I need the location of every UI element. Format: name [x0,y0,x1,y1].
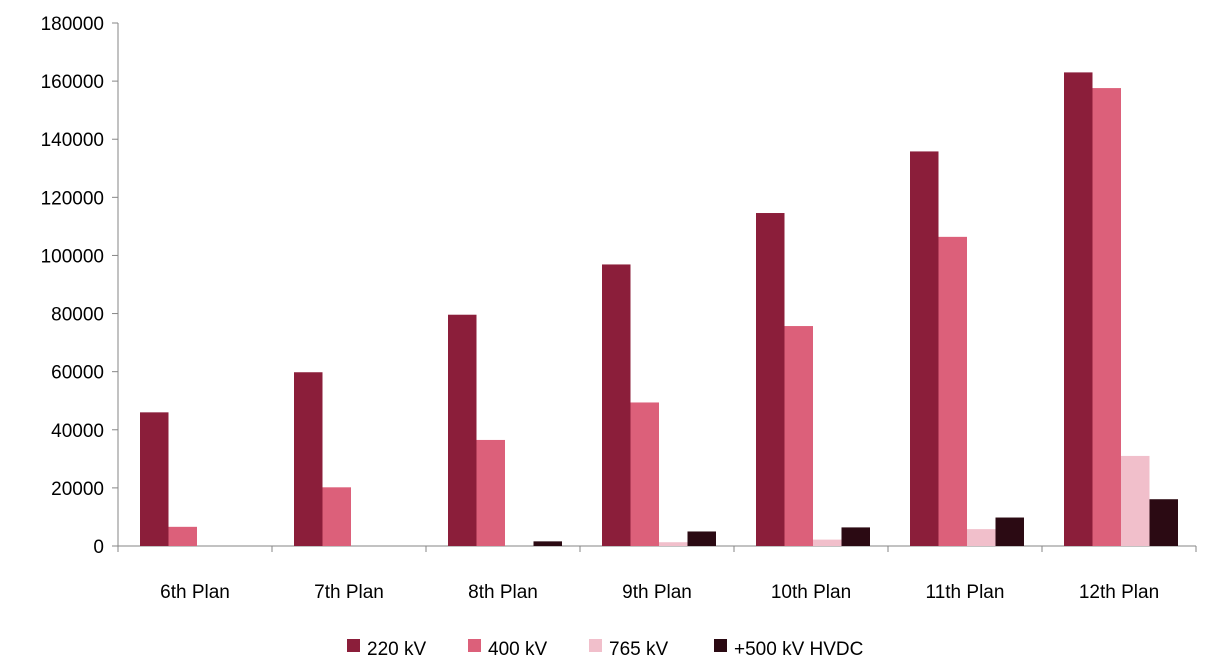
bar-400-kv-5 [938,236,967,547]
legend-label: 220 kV [367,639,426,660]
y-tick-label: 20000 [51,479,104,500]
bar-500-kv-hvdc-3 [687,531,716,546]
x-tick-label: 10th Plan [771,582,851,603]
y-axis: 0 20000 40000 60000 80000 100000 120000 140000 1… [41,14,119,558]
bar-500-kv-hvdc-6 [1149,499,1178,546]
x-tick-label: 12th Plan [1079,582,1159,603]
legend-swatch [347,639,360,652]
bar-765-kv-6 [1121,455,1150,546]
y-tick-label: 160000 [41,72,104,93]
bar-500-kv-hvdc-4 [841,527,870,546]
legend-swatch [468,639,481,652]
legend: 220 kV 400 kV 765 kV +500 kV HVDC [347,639,863,660]
bar-765-kv-4 [813,539,842,546]
bar-500-kv-hvdc-2 [533,541,562,546]
y-tick-label: 120000 [41,188,104,209]
bar-400-kv-4 [784,326,813,546]
x-axis: 6th Plan 7th Plan 8th Plan 9th Plan 10th Pla… [117,545,1197,603]
bar-220-kv-5 [910,151,939,547]
x-tick-label: 11th Plan [926,582,1005,603]
x-tick-label: 8th Plan [468,582,538,603]
bar-220-kv-6 [1064,72,1093,547]
bar-400-kv-2 [476,439,505,546]
y-tick-label: 40000 [51,421,104,442]
y-tick-label: 100000 [41,246,104,267]
bar-765-kv-3 [659,542,688,546]
y-tick-label: 180000 [41,14,104,35]
legend-label: 400 kV [488,639,547,660]
x-tick-label: 6th Plan [160,582,230,603]
y-tick-label: 60000 [51,363,104,384]
bar-220-kv-1 [294,372,323,546]
bar-765-kv-5 [967,529,996,546]
y-tick-label: 80000 [51,305,104,326]
bar-500-kv-hvdc-5 [995,517,1024,546]
bar-400-kv-0 [168,526,197,546]
bar-220-kv-3 [602,264,631,546]
legend-label: +500 kV HVDC [734,639,863,660]
y-tick-label: 0 [93,537,104,558]
bar-220-kv-2 [448,314,477,546]
bar-400-kv-6 [1092,88,1121,546]
bar-400-kv-3 [630,402,659,546]
legend-label: 765 kV [609,639,668,660]
bar-400-kv-1 [322,487,351,546]
bars [140,72,1178,547]
x-tick-label: 9th Plan [622,582,692,603]
bar-220-kv-4 [756,213,785,547]
legend-swatch [714,639,727,652]
bar-220-kv-0 [140,412,169,546]
legend-swatch [589,639,602,652]
y-tick-label: 140000 [41,130,104,151]
x-tick-label: 7th Plan [314,582,384,603]
